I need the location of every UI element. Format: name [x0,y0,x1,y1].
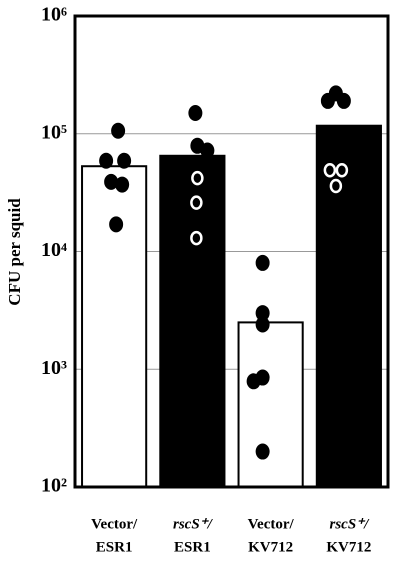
data-point [336,92,351,109]
data-point-open [329,178,343,194]
data-point-open [335,162,349,178]
data-point [104,173,119,190]
data-point-open [323,162,337,178]
plot-frame [73,14,390,489]
y-tick-label: 10⁶ [41,4,67,26]
data-point [255,254,270,271]
y-tick-label: 10³ [41,357,67,379]
x-tick-label: Vector/ [248,516,295,532]
x-tick-label: rscS⁺/ [329,516,370,532]
y-axis-label: CFU per squid [5,198,24,306]
y-tick-label: 10² [41,475,67,497]
data-point [109,216,124,233]
data-point-open [191,170,204,186]
data-point [200,142,215,159]
bar [315,124,382,489]
data-point [188,105,203,122]
y-tick-label: 10⁵ [41,121,67,143]
data-point [255,443,270,460]
y-tick-label: 10⁴ [41,239,67,261]
bar [159,154,226,488]
x-tick-label: ESR1 [96,539,133,555]
data-point-open [190,195,203,210]
data-point [255,316,270,333]
x-tick-label: KV712 [248,539,293,555]
x-tick-label: ESR1 [174,539,211,555]
data-point-open [190,230,203,246]
data-point [115,176,130,193]
data-point [255,305,270,322]
x-tick-label: Vector/ [91,516,138,532]
bar [237,321,304,489]
data-point [99,152,114,169]
bar [81,165,148,488]
x-tick-label: rscS⁺/ [173,516,214,532]
data-point [117,152,132,169]
data-point [111,122,126,139]
data-point [255,369,270,386]
x-tick-label: KV712 [326,539,371,555]
